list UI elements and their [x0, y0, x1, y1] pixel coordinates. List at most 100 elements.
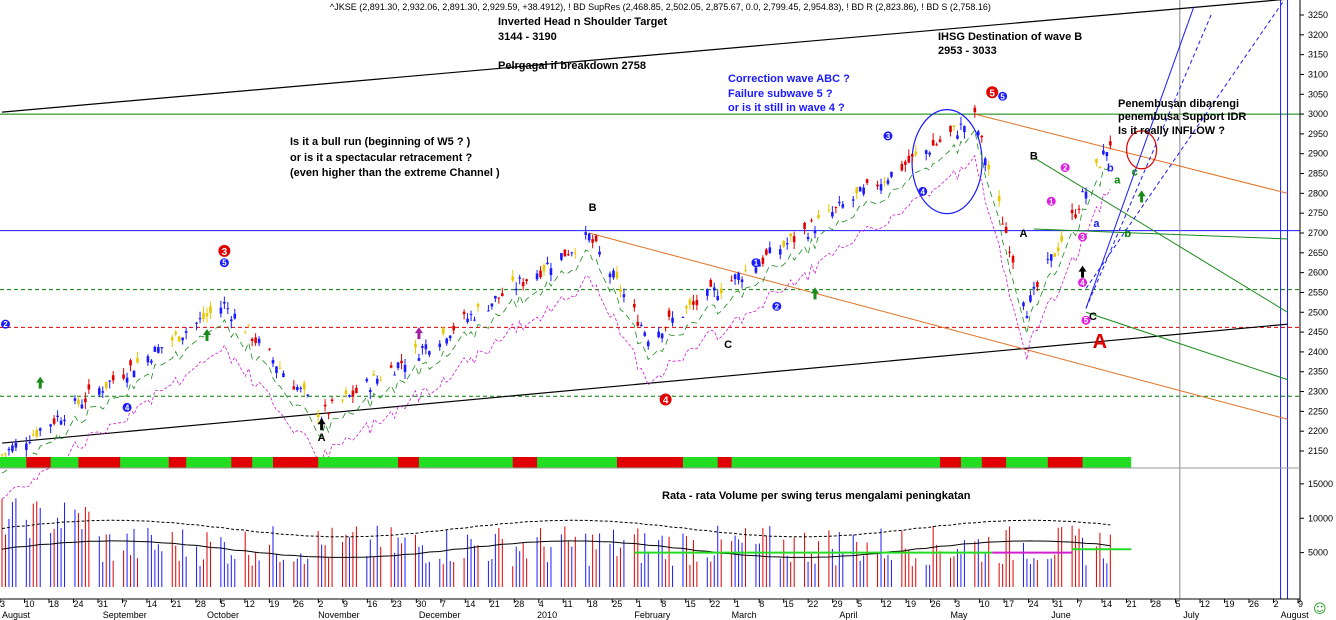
- candle-body: [924, 150, 928, 155]
- candle-body: [230, 319, 233, 322]
- price-tick-label: 2750: [1308, 208, 1328, 218]
- candle-body: [469, 313, 473, 315]
- annotation-inflow-3: Is it really INFLOW ?: [1118, 125, 1225, 137]
- candle-body: [938, 139, 942, 142]
- wave-marker-label: 4: [125, 403, 130, 412]
- candle-body: [831, 212, 834, 217]
- candle-body: [987, 164, 991, 170]
- candle-body: [389, 365, 393, 368]
- trend-bar-red: [168, 457, 187, 468]
- x-tick-label: 5: [1176, 599, 1181, 609]
- candle-body: [730, 280, 733, 282]
- candle-body: [671, 317, 674, 323]
- candle-body: [104, 381, 108, 389]
- x-month-label: November: [318, 610, 360, 620]
- candle-body: [1098, 166, 1102, 169]
- x-month-label: May: [951, 610, 969, 620]
- x-month-label: August: [1281, 610, 1310, 620]
- candle-body: [907, 155, 911, 163]
- candle-body: [170, 337, 174, 341]
- wave-letter: C: [724, 339, 732, 351]
- x-tick-label: 29: [833, 599, 843, 609]
- candle-body: [198, 318, 202, 320]
- candle-body: [525, 279, 528, 282]
- candle-body: [560, 253, 563, 260]
- candle-body: [330, 399, 334, 402]
- chart-header: ^JKSE (2,891.30, 2,932.06, 2,891.30, 2,9…: [330, 2, 991, 12]
- candle-body: [900, 163, 904, 171]
- candle-body: [424, 344, 428, 350]
- candle-body: [692, 301, 695, 305]
- x-tick-label: 26: [294, 599, 304, 609]
- x-tick-label: 5: [220, 599, 225, 609]
- candle-body: [535, 273, 539, 280]
- candle-body: [667, 310, 671, 317]
- candle-body: [7, 448, 11, 451]
- candle-body: [841, 204, 845, 208]
- trend-bar-red: [273, 457, 319, 468]
- x-tick-label: 26: [931, 599, 941, 609]
- candle-body: [1008, 251, 1011, 253]
- wave-marker: [1078, 278, 1088, 288]
- price-tick-label: 2350: [1308, 367, 1328, 377]
- candle-body: [608, 273, 612, 278]
- candle-body: [803, 222, 806, 229]
- candle-body: [511, 276, 515, 281]
- arrow-up-icon: [202, 329, 211, 342]
- wave-marker: [659, 393, 672, 406]
- candle-body: [789, 233, 792, 237]
- price-tick-label: 2900: [1308, 149, 1328, 159]
- candle-body: [316, 414, 320, 418]
- candle-body: [598, 251, 601, 255]
- wave-marker: [918, 186, 928, 196]
- candle-body: [1102, 150, 1105, 155]
- candle-body: [838, 201, 841, 204]
- candle-body: [174, 331, 178, 334]
- x-tick-label: 19: [269, 599, 279, 609]
- candle-body: [323, 404, 327, 407]
- candle-body: [664, 327, 667, 329]
- stop-line-green: [1, 129, 1111, 474]
- wave-letter: B: [1030, 151, 1038, 163]
- candle-body: [368, 390, 372, 393]
- wave-letter: a: [1093, 218, 1100, 230]
- wave-letter: A: [1093, 331, 1107, 353]
- candle-body: [257, 338, 261, 344]
- candle-body: [125, 377, 129, 383]
- candle-body: [660, 333, 664, 339]
- candle-body: [567, 254, 570, 256]
- candle-body: [858, 187, 862, 192]
- annotation-correction-2: Failure subwave 5 ?: [728, 88, 833, 100]
- annotation-wave-b-title: IHSG Destination of wave B: [938, 31, 1082, 43]
- x-tick-label: 14: [465, 599, 475, 609]
- wave-marker: [1060, 163, 1070, 173]
- breakout-circle: [1126, 130, 1158, 170]
- trend-bar-red: [616, 457, 683, 468]
- candle-body: [1095, 158, 1098, 164]
- candle-body: [639, 324, 643, 326]
- x-tick-label: 7: [122, 599, 127, 609]
- x-tick-label: 9: [343, 599, 348, 609]
- candle-body: [226, 308, 230, 310]
- candle-body: [910, 154, 914, 157]
- candle-body: [886, 180, 890, 184]
- trend-bar-red: [26, 457, 51, 468]
- price-tick-label: 2550: [1308, 287, 1328, 297]
- x-tick-label: 23: [392, 599, 402, 609]
- candle-body: [782, 240, 786, 247]
- candle-body: [494, 295, 497, 299]
- candle-body: [1025, 316, 1029, 319]
- candle-body: [584, 232, 587, 235]
- x-tick-label: 15: [784, 599, 794, 609]
- candle-body: [904, 161, 907, 165]
- wave-marker-label: 3: [1080, 233, 1085, 242]
- x-tick-label: 28: [1151, 599, 1161, 609]
- candle-body: [11, 445, 14, 452]
- x-month-label: July: [1183, 610, 1200, 620]
- x-tick-label: 28: [514, 599, 524, 609]
- x-tick-label: 31: [98, 599, 108, 609]
- x-month-label: February: [634, 610, 671, 620]
- candle-body: [817, 214, 820, 219]
- wave-marker-label: 4: [920, 187, 925, 196]
